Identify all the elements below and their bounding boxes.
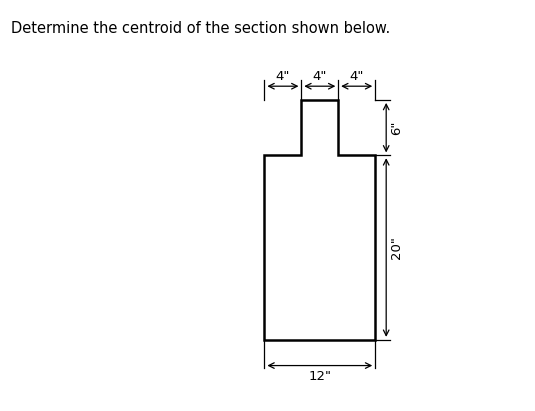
Text: 4": 4" <box>312 70 327 83</box>
Text: 12": 12" <box>308 370 331 383</box>
Text: 4": 4" <box>276 70 290 83</box>
Text: 6": 6" <box>391 120 403 135</box>
Text: 20": 20" <box>391 236 403 259</box>
Text: 4": 4" <box>349 70 364 83</box>
Polygon shape <box>264 100 375 340</box>
Text: Determine the centroid of the section shown below.: Determine the centroid of the section sh… <box>11 21 390 35</box>
